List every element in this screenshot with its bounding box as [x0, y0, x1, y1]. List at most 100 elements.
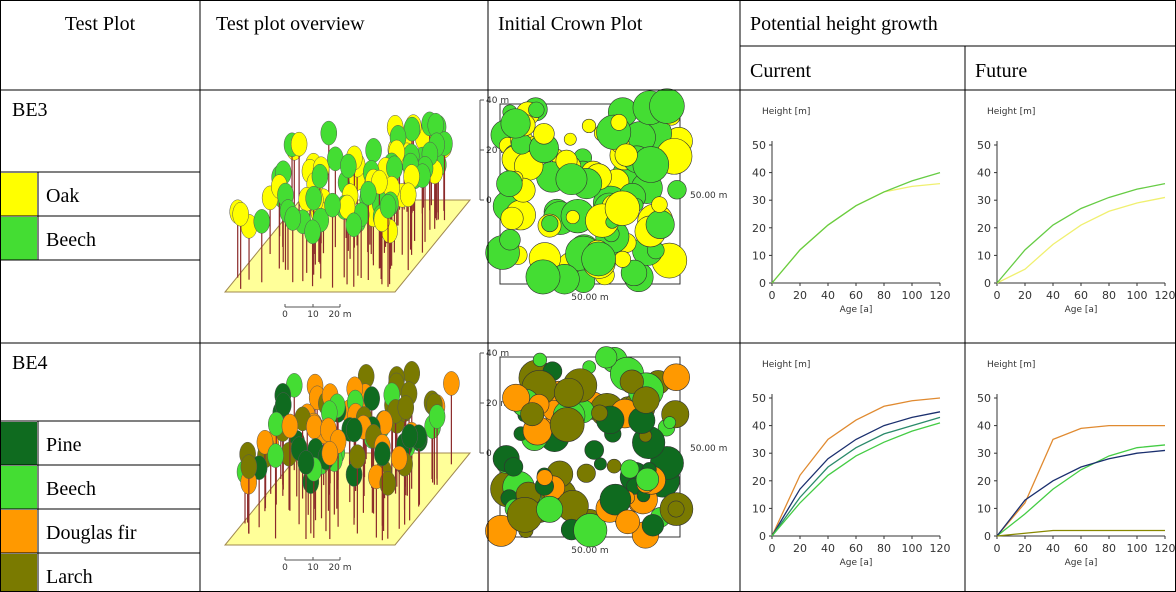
x-tick-label: 0: [994, 542, 1001, 555]
scale-label: 0: [282, 310, 288, 320]
scale-label: 0: [282, 563, 288, 573]
tree-crown: [346, 418, 362, 442]
crown-circle: [616, 510, 640, 534]
crown-circle: [504, 458, 523, 477]
y-tick-label: 30: [977, 194, 991, 207]
tree-crown: [400, 183, 416, 207]
x-tick-label: 120: [930, 289, 951, 302]
crown-height-label: 50.00 m: [690, 191, 727, 201]
crown-circle: [501, 207, 523, 229]
species-swatch: [1, 173, 37, 216]
crown-circle: [668, 501, 684, 517]
crown-circle: [577, 464, 595, 482]
y-tick-label: 50: [752, 139, 766, 152]
tree-crown: [312, 164, 328, 188]
x-tick-label: 20: [793, 289, 807, 302]
x-tick-label: 60: [1074, 289, 1088, 302]
scale-label: 10: [307, 310, 319, 320]
crown-circle: [554, 378, 583, 407]
crown-circle: [652, 197, 668, 213]
x-tick-label: 120: [930, 542, 951, 555]
species-name: Pine: [46, 434, 82, 456]
crown-circle: [591, 405, 607, 421]
crown-circle: [642, 514, 664, 536]
x-tick-label: 20: [1018, 542, 1032, 555]
tree-crown: [306, 186, 322, 210]
x-tick-label: 100: [1127, 542, 1148, 555]
x-tick-label: 40: [821, 289, 835, 302]
y-axis-label: Height [m]: [987, 107, 1035, 117]
growth-line: [997, 530, 1165, 536]
x-tick-label: 0: [769, 542, 776, 555]
crown-circle: [556, 164, 587, 195]
tree-crown: [346, 213, 362, 237]
growth-line: [997, 184, 1165, 283]
tree-crown: [305, 220, 321, 244]
crown-height-label: 50.00 m: [690, 444, 727, 454]
species-name: Douglas fir: [46, 522, 137, 544]
tree-crown: [241, 455, 257, 479]
species-name: Beech: [46, 478, 96, 500]
x-tick-label: 100: [1127, 289, 1148, 302]
y-tick-label: 20: [752, 475, 766, 488]
growth-line: [997, 445, 1165, 536]
species-name: Beech: [46, 229, 96, 251]
crown-circle: [500, 229, 521, 250]
tree-crown: [291, 132, 307, 156]
crown-circle: [534, 123, 555, 144]
growth-line: [997, 426, 1165, 536]
tree-crown: [322, 441, 338, 465]
tree-crown: [254, 209, 270, 233]
y-tick-label: 10: [977, 249, 991, 262]
y-tick-label: 10: [752, 502, 766, 515]
scale-label: 20 m: [328, 310, 351, 320]
x-tick-label: 100: [902, 289, 923, 302]
header-cell: Future: [975, 60, 1027, 82]
y-tick-label: 20: [977, 222, 991, 235]
crown-circle: [621, 460, 639, 478]
header-cell: Potential height growth: [750, 13, 938, 35]
y-tick-label: 40: [977, 167, 991, 180]
species-swatch: [1, 510, 37, 553]
crown-circle: [663, 364, 690, 391]
tree-crown: [282, 414, 298, 438]
x-tick-label: 0: [994, 289, 1001, 302]
tree-crown: [285, 206, 301, 230]
x-axis-label: Age [a]: [840, 305, 873, 315]
y-axis-label: Height [m]: [987, 360, 1035, 370]
crown-circle: [542, 215, 558, 231]
tree-crown: [391, 446, 407, 470]
crown-circle: [633, 147, 669, 183]
y-tick-label: 30: [752, 194, 766, 207]
x-tick-label: 60: [1074, 542, 1088, 555]
header-cell: Current: [750, 60, 812, 82]
plot-name: BE4: [12, 352, 48, 374]
y-tick-label: 50: [977, 392, 991, 405]
tree-crown: [443, 371, 459, 395]
tree-crown: [404, 361, 420, 385]
header-cell: Test Plot: [65, 13, 136, 35]
x-tick-label: 100: [902, 542, 923, 555]
tree-crown: [380, 194, 396, 218]
plot-name: BE3: [12, 99, 48, 121]
x-tick-label: 40: [1046, 542, 1060, 555]
crown-circle: [582, 119, 596, 133]
x-tick-label: 60: [849, 542, 863, 555]
crown-circle: [564, 133, 576, 145]
crown-circle: [614, 251, 630, 267]
x-tick-label: 40: [821, 542, 835, 555]
crown-width-label: 50.00 m: [571, 546, 608, 556]
tree-crown: [374, 442, 390, 466]
y-axis-label: Height [m]: [762, 360, 810, 370]
tree-crown: [306, 415, 322, 439]
tree-crown: [398, 395, 414, 419]
crown-circle: [521, 402, 544, 425]
x-tick-label: 60: [849, 289, 863, 302]
tree-crown: [268, 444, 284, 468]
x-tick-label: 80: [877, 289, 891, 302]
y-tick-label: 0: [984, 530, 991, 543]
tree-crown: [402, 424, 418, 448]
crown-circle: [582, 242, 616, 276]
y-tick-label: 0: [759, 530, 766, 543]
table: Test PlotTest plot overviewInitial Crown…: [0, 0, 1176, 592]
